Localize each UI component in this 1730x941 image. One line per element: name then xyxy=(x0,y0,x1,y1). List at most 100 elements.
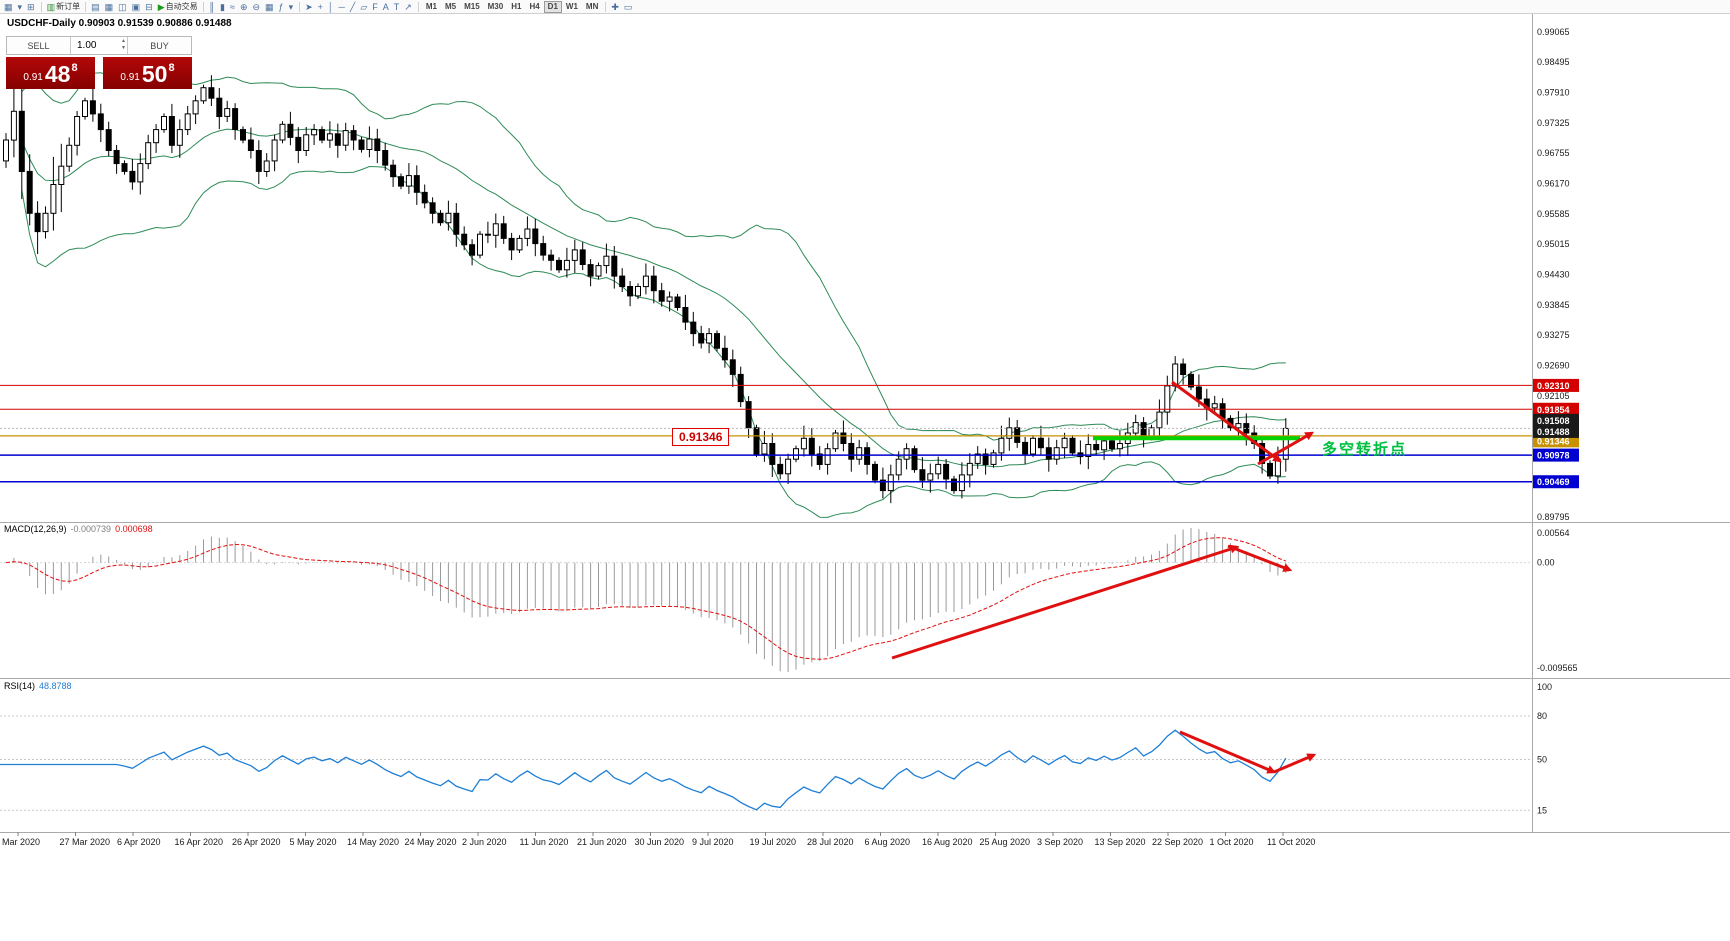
zoom-in-icon: ⊕ xyxy=(239,1,248,12)
svg-text:25 Aug 2020: 25 Aug 2020 xyxy=(980,837,1031,847)
toolbar-separator xyxy=(40,1,42,12)
timeframe-m1-button[interactable]: M1 xyxy=(425,2,437,11)
new-order-icon: ▥ xyxy=(46,1,56,12)
svg-text:0.92690: 0.92690 xyxy=(1537,361,1570,371)
indicators-button[interactable]: ƒ xyxy=(277,1,287,13)
zoom-out-button[interactable]: ⊖ xyxy=(250,1,263,13)
strategy-tester-button[interactable]: ⊟ xyxy=(143,1,156,13)
svg-text:0.91488: 0.91488 xyxy=(1537,427,1570,437)
text-button[interactable]: A xyxy=(381,1,392,13)
volume-spinner-icon[interactable]: ▲ ▼ xyxy=(121,38,126,51)
candlestick-chart-icon: ▮ xyxy=(220,1,225,12)
object-list-button[interactable]: ▭ xyxy=(622,1,636,13)
svg-text:2 Jun 2020: 2 Jun 2020 xyxy=(462,837,507,847)
sell-button[interactable]: SELL xyxy=(7,37,70,54)
svg-text:11 Jun 2020: 11 Jun 2020 xyxy=(520,837,569,847)
timeframe-m30-button[interactable]: M30 xyxy=(487,2,504,11)
market-watch-button[interactable]: ▤ xyxy=(89,1,103,13)
chart-axes: 0.99065 0.98495 0.97910 0.97325 0.96755 0.961… xyxy=(0,14,1730,847)
sell-price-button[interactable]: 0.91 48 8 xyxy=(6,57,95,89)
svg-text:100: 100 xyxy=(1537,682,1552,692)
bar-chart-button[interactable]: ║ xyxy=(207,1,218,13)
profiles-button[interactable]: ⊞ xyxy=(25,1,38,13)
line-chart-icon: ≈ xyxy=(229,1,235,12)
autotrading-button[interactable]: ▶ 自动交易 xyxy=(157,1,198,12)
volume-value: 1.00 xyxy=(77,40,97,51)
svg-text:0.94430: 0.94430 xyxy=(1537,270,1570,280)
horizontal-line-button[interactable]: ─ xyxy=(337,1,348,13)
zoom-in-button[interactable]: ⊕ xyxy=(238,1,251,13)
terminal-button[interactable]: ▣ xyxy=(130,1,144,13)
navigator-button[interactable]: ◫ xyxy=(116,1,130,13)
one-click-price-row: 0.91 48 8 0.91 50 8 xyxy=(6,57,192,89)
rsi-label: RSI(14) 48.8788 xyxy=(4,681,72,691)
svg-text:11 Oct 2020: 11 Oct 2020 xyxy=(1267,837,1315,847)
add-object-button[interactable]: ✚ xyxy=(609,1,622,13)
crosshair-button[interactable]: + xyxy=(316,1,326,13)
one-click-trading-panel: SELL 1.00 ▲ ▼ BUY 0.91 48 8 0.91 50 8 xyxy=(6,36,192,89)
sell-price-head: 0.91 xyxy=(23,72,43,83)
channel-button[interactable]: ▱ xyxy=(358,1,370,13)
navigator-icon: ◫ xyxy=(118,1,127,12)
vertical-line-button[interactable]: │ xyxy=(326,1,337,13)
svg-text:Mar 2020: Mar 2020 xyxy=(2,837,40,847)
timeframe-m5-button[interactable]: M5 xyxy=(444,2,457,11)
horizontal-line-icon: ─ xyxy=(338,1,345,12)
svg-text:16 Aug 2020: 16 Aug 2020 xyxy=(922,837,973,847)
svg-text:0.97325: 0.97325 xyxy=(1537,118,1570,128)
chart-title: USDCHF-Daily 0.90903 0.91539 0.90886 0.9… xyxy=(7,18,232,29)
svg-text:14 May 2020: 14 May 2020 xyxy=(347,837,399,847)
volume-stepper[interactable]: 1.00 ▲ ▼ xyxy=(70,37,128,54)
svg-text:24 May 2020: 24 May 2020 xyxy=(405,837,457,847)
tile-windows-button[interactable]: ▦ xyxy=(263,1,277,13)
svg-text:21 Jun 2020: 21 Jun 2020 xyxy=(577,837,627,847)
new-chart-button[interactable]: ▦ xyxy=(2,1,16,13)
macd-value-main: -0.000739 xyxy=(70,524,112,534)
crosshair-icon: + xyxy=(317,1,323,12)
text-label-button[interactable]: T xyxy=(392,1,403,13)
svg-text:0.93275: 0.93275 xyxy=(1537,330,1570,340)
timeframe-h4-button[interactable]: H4 xyxy=(529,2,540,11)
timeframe-mn-button[interactable]: MN xyxy=(585,2,599,11)
candlestick-chart-button[interactable]: ▮ xyxy=(218,1,228,13)
svg-text:9 Jul 2020: 9 Jul 2020 xyxy=(692,837,734,847)
svg-text:6 Aug 2020: 6 Aug 2020 xyxy=(865,837,911,847)
macd-label: MACD(12,26,9) -0.000739 0.000698 xyxy=(4,524,153,534)
indicator-list-button[interactable]: ▾ xyxy=(287,1,297,13)
svg-text:80: 80 xyxy=(1537,711,1547,721)
svg-text:22 Sep 2020: 22 Sep 2020 xyxy=(1152,837,1203,847)
indicator-list-icon: ▾ xyxy=(288,1,294,12)
channel-icon: ▱ xyxy=(360,1,368,12)
trendline-icon: ╱ xyxy=(349,1,356,12)
timeframe-w1-button[interactable]: W1 xyxy=(565,2,578,11)
macd-value-signal: 0.000698 xyxy=(115,524,153,534)
turning-point-annotation[interactable]: 多空转折点 xyxy=(1322,441,1408,458)
buy-button[interactable]: BUY xyxy=(128,37,191,54)
timeframe-m15-button[interactable]: M15 xyxy=(464,2,480,11)
trend-arrows[interactable] xyxy=(891,380,1317,774)
data-window-button[interactable]: ▦ xyxy=(103,1,117,13)
one-click-top-row: SELL 1.00 ▲ ▼ BUY xyxy=(6,36,192,55)
fibonacci-button[interactable]: F xyxy=(370,1,381,13)
horizontal-level-lines[interactable]: 0.92310 0.91854 0.91346 0.90978 0.90469 0.915… xyxy=(0,378,1579,489)
buy-price-big: 50 xyxy=(141,61,168,87)
svg-text:0.90978: 0.90978 xyxy=(1537,451,1570,461)
chart-list-button[interactable]: ▾ xyxy=(16,1,26,13)
sell-price-big: 48 xyxy=(44,61,71,87)
svg-text:0.92310: 0.92310 xyxy=(1537,381,1570,391)
svg-text:13 Sep 2020: 13 Sep 2020 xyxy=(1095,837,1146,847)
cursor-icon: ➤ xyxy=(305,1,313,12)
new-chart-icon: ▦ xyxy=(4,1,13,12)
svg-text:0.99065: 0.99065 xyxy=(1537,27,1570,37)
timeframe-h1-button[interactable]: H1 xyxy=(511,2,522,11)
timeframe-d1-button[interactable]: D1 xyxy=(543,0,562,13)
buy-price-button[interactable]: 0.91 50 8 xyxy=(103,57,192,89)
svg-text:0.96170: 0.96170 xyxy=(1537,178,1570,188)
svg-text:28 Jul 2020: 28 Jul 2020 xyxy=(807,837,854,847)
arrows-button[interactable]: ↗ xyxy=(402,1,415,13)
level-price-label[interactable]: 0.91346 xyxy=(672,428,730,446)
line-chart-button[interactable]: ≈ xyxy=(228,1,238,13)
new-order-button[interactable]: ▥ 新订单 xyxy=(46,1,81,12)
cursor-button[interactable]: ➤ xyxy=(303,1,316,13)
trendline-button[interactable]: ╱ xyxy=(348,1,358,13)
